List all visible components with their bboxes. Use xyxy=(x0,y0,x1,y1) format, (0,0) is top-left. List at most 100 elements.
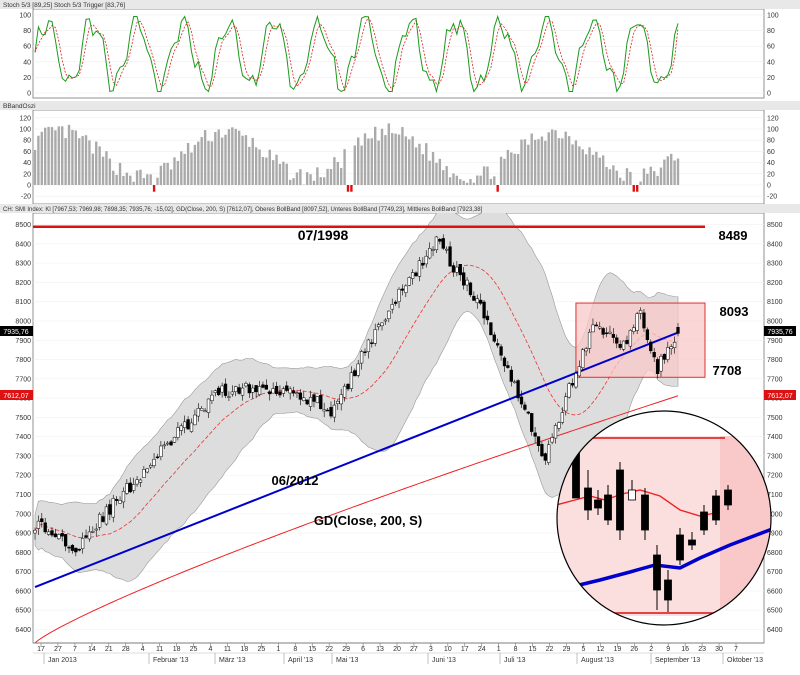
band-bar xyxy=(149,174,151,185)
band-bar xyxy=(435,163,437,185)
candle-up xyxy=(251,388,254,392)
band-bar xyxy=(105,151,107,185)
candle-down xyxy=(527,412,530,413)
band-bar xyxy=(54,130,56,185)
label-8093: 8093 xyxy=(720,304,749,319)
x-month-label: Juli '13 xyxy=(504,657,526,664)
candle-up xyxy=(149,465,152,467)
x-day-label: 15 xyxy=(529,646,537,653)
band-bar xyxy=(459,179,461,185)
band-bar xyxy=(619,178,621,185)
candle-up xyxy=(81,538,84,548)
band-bar xyxy=(211,141,213,185)
candle-down xyxy=(656,359,659,373)
candle-up xyxy=(343,386,346,397)
main-tick-right: 6400 xyxy=(767,627,783,634)
x-day-label: 24 xyxy=(478,646,486,653)
candle-down xyxy=(537,437,540,446)
candle-down xyxy=(602,328,605,334)
candle-down xyxy=(364,352,367,353)
main-tick-left: 6500 xyxy=(15,608,31,615)
band-bar xyxy=(432,152,434,185)
candle-down xyxy=(40,519,43,522)
last-close-tag-text: 7935,76 xyxy=(767,329,792,336)
band-bar xyxy=(408,139,410,185)
band-bar xyxy=(663,160,665,185)
candle-down xyxy=(248,385,251,393)
candle-down xyxy=(275,386,278,393)
band-bar xyxy=(405,136,407,185)
candle-up xyxy=(119,500,122,503)
band-bar xyxy=(646,174,648,185)
main-tick-right: 8300 xyxy=(767,261,783,268)
band-bar xyxy=(112,171,114,185)
band-bar xyxy=(411,136,413,185)
band-bar xyxy=(136,170,138,185)
x-month-label: Jan 2013 xyxy=(48,657,77,664)
band-bar xyxy=(388,123,390,185)
main-tick-left: 8100 xyxy=(15,299,31,306)
main-tick-right: 6500 xyxy=(767,608,783,615)
inset-candle-down xyxy=(605,495,612,520)
band-bar xyxy=(258,149,260,185)
candle-up xyxy=(95,529,98,530)
x-month-label: März '13 xyxy=(219,657,246,664)
band-bar xyxy=(612,165,614,185)
band-bar xyxy=(343,149,345,185)
candle-up xyxy=(272,389,275,393)
band-bar xyxy=(214,132,216,185)
band-bar xyxy=(670,154,672,185)
candle-down xyxy=(268,392,271,394)
label-7708: 7708 xyxy=(713,363,742,378)
candle-up xyxy=(374,330,377,344)
band-bar xyxy=(183,154,185,185)
band-tick-left: 40 xyxy=(23,160,31,167)
band-bar xyxy=(47,127,49,185)
candle-down xyxy=(544,454,547,461)
band-bar xyxy=(558,138,560,185)
candle-down xyxy=(677,327,680,333)
band-tick-left: 0 xyxy=(27,183,31,190)
band-bar xyxy=(452,173,454,185)
band-bar xyxy=(466,183,468,185)
x-day-label: 29 xyxy=(342,646,350,653)
candle-up xyxy=(136,480,139,484)
main-tick-left: 7400 xyxy=(15,434,31,441)
main-tick-right: 8400 xyxy=(767,241,783,248)
candle-down xyxy=(64,534,67,546)
main-tick-left: 7300 xyxy=(15,453,31,460)
x-day-label: 16 xyxy=(681,646,689,653)
candle-down xyxy=(615,338,618,344)
band-bar xyxy=(469,179,471,185)
candle-up xyxy=(360,352,363,364)
x-day-label: 8 xyxy=(293,646,297,653)
band-bar xyxy=(394,134,396,185)
band-bar xyxy=(146,174,148,185)
band-bar xyxy=(643,169,645,185)
candle-down xyxy=(187,420,190,430)
band-bar xyxy=(565,132,567,185)
band-bar xyxy=(578,146,580,185)
candle-down xyxy=(170,442,173,445)
candle-down xyxy=(489,323,492,335)
band-bar xyxy=(92,154,94,185)
band-bar xyxy=(561,138,563,185)
candle-up xyxy=(47,532,50,535)
band-bar xyxy=(204,130,206,185)
band-bar xyxy=(313,181,315,185)
candle-down xyxy=(353,371,356,376)
candle-up xyxy=(629,330,632,346)
candle-up xyxy=(37,521,40,528)
candle-up xyxy=(193,415,196,425)
candle-up xyxy=(578,367,581,376)
band-bar xyxy=(139,170,141,185)
main-tick-left: 6800 xyxy=(15,550,31,557)
band-bar xyxy=(677,159,679,185)
band-bar xyxy=(340,168,342,185)
candle-down xyxy=(663,354,666,359)
main-tick-right: 7200 xyxy=(767,473,783,480)
candle-down xyxy=(438,239,441,241)
candle-down xyxy=(347,384,350,389)
band-bar xyxy=(422,154,424,185)
candle-up xyxy=(228,397,231,398)
